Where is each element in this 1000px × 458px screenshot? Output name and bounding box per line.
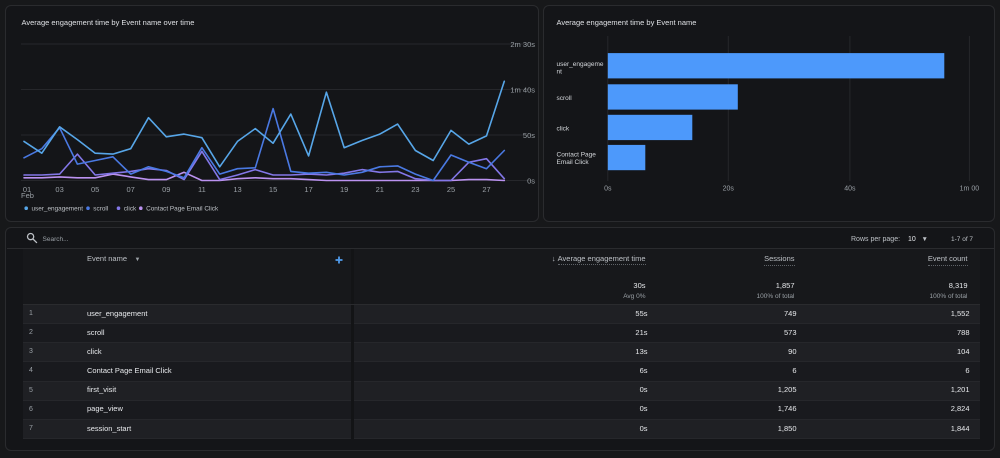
svg-text:1m 40s: 1m 40s <box>510 85 535 94</box>
svg-text:07: 07 <box>127 185 135 194</box>
svg-text:Average engagement time by Eve: Average engagement time by Event name ov… <box>22 18 195 27</box>
svg-text:scroll: scroll <box>557 95 573 102</box>
svg-text:Average engagement time by Eve: Average engagement time by Event name <box>557 18 697 27</box>
svg-text:01: 01 <box>23 185 31 194</box>
svg-text:user_engageme: user_engageme <box>557 61 604 68</box>
svg-text:Contact Page Email Click: Contact Page Email Click <box>146 206 219 213</box>
svg-text:1m 00: 1m 00 <box>960 186 980 193</box>
svg-text:09: 09 <box>162 185 170 194</box>
svg-text:11: 11 <box>198 185 206 194</box>
svg-text:Feb: Feb <box>21 191 34 200</box>
svg-text:03: 03 <box>55 185 63 194</box>
svg-text:13: 13 <box>233 185 241 194</box>
svg-text:scroll: scroll <box>93 206 108 213</box>
svg-text:click: click <box>557 125 570 132</box>
svg-text:25: 25 <box>447 185 455 194</box>
svg-text:0s: 0s <box>527 176 535 185</box>
svg-text:nt: nt <box>557 69 563 76</box>
svg-text:27: 27 <box>482 185 490 194</box>
svg-text:2m 30s: 2m 30s <box>510 40 535 49</box>
svg-text:Email Click: Email Click <box>557 159 590 166</box>
svg-text:Contact Page: Contact Page <box>557 152 597 159</box>
svg-text:23: 23 <box>411 185 419 194</box>
svg-text:0s: 0s <box>604 186 612 193</box>
svg-text:21: 21 <box>376 185 384 194</box>
svg-text:50s: 50s <box>523 131 535 140</box>
svg-text:05: 05 <box>91 185 99 194</box>
svg-text:19: 19 <box>340 185 348 194</box>
svg-text:15: 15 <box>269 185 277 194</box>
svg-text:click: click <box>124 206 137 213</box>
svg-text:17: 17 <box>304 185 312 194</box>
svg-text:user_engagement: user_engagement <box>32 206 84 213</box>
svg-text:20s: 20s <box>723 186 735 193</box>
svg-text:40s: 40s <box>844 186 856 193</box>
